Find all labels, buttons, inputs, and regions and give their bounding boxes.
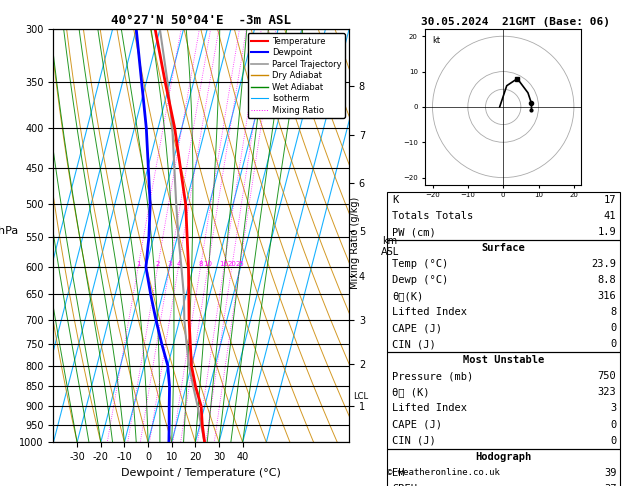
Text: 2: 2 xyxy=(155,261,160,267)
Text: Temp (°C): Temp (°C) xyxy=(392,259,448,269)
Text: Surface: Surface xyxy=(481,243,525,253)
Text: Hodograph: Hodograph xyxy=(475,451,532,462)
Text: 39: 39 xyxy=(604,468,616,478)
Text: 8: 8 xyxy=(198,261,203,267)
Text: 10: 10 xyxy=(203,261,213,267)
Text: 0: 0 xyxy=(610,323,616,333)
Text: 323: 323 xyxy=(598,387,616,398)
Text: 37: 37 xyxy=(604,484,616,486)
Text: 30.05.2024  21GMT (Base: 06): 30.05.2024 21GMT (Base: 06) xyxy=(421,17,610,27)
Text: 1.9: 1.9 xyxy=(598,227,616,237)
Y-axis label: km
ASL: km ASL xyxy=(381,236,399,257)
Text: 25: 25 xyxy=(235,261,244,267)
Text: 20: 20 xyxy=(228,261,237,267)
Text: LCL: LCL xyxy=(353,392,369,401)
Text: 750: 750 xyxy=(598,371,616,382)
Text: 8: 8 xyxy=(610,307,616,317)
Text: 17: 17 xyxy=(604,195,616,205)
Text: SREH: SREH xyxy=(392,484,417,486)
Y-axis label: hPa: hPa xyxy=(0,226,18,236)
Text: 0: 0 xyxy=(610,339,616,349)
Text: Pressure (mb): Pressure (mb) xyxy=(392,371,473,382)
Text: © weatheronline.co.uk: © weatheronline.co.uk xyxy=(387,468,499,477)
Text: 0: 0 xyxy=(610,419,616,430)
Text: 1: 1 xyxy=(136,261,140,267)
Text: K: K xyxy=(392,195,398,205)
Text: kt: kt xyxy=(433,36,441,45)
Text: CAPE (J): CAPE (J) xyxy=(392,419,442,430)
Text: 3: 3 xyxy=(610,403,616,414)
Title: 40°27'N 50°04'E  -3m ASL: 40°27'N 50°04'E -3m ASL xyxy=(111,14,291,27)
Text: 41: 41 xyxy=(604,211,616,221)
Text: 8.8: 8.8 xyxy=(598,275,616,285)
Text: Dewp (°C): Dewp (°C) xyxy=(392,275,448,285)
Text: 16: 16 xyxy=(220,261,228,267)
Text: Most Unstable: Most Unstable xyxy=(462,355,544,365)
Text: CAPE (J): CAPE (J) xyxy=(392,323,442,333)
X-axis label: Dewpoint / Temperature (°C): Dewpoint / Temperature (°C) xyxy=(121,468,281,478)
Text: Totals Totals: Totals Totals xyxy=(392,211,473,221)
Text: EH: EH xyxy=(392,468,404,478)
Text: 4: 4 xyxy=(176,261,181,267)
Text: 3: 3 xyxy=(167,261,172,267)
Text: 0: 0 xyxy=(610,435,616,446)
Text: CIN (J): CIN (J) xyxy=(392,339,436,349)
Text: Lifted Index: Lifted Index xyxy=(392,403,467,414)
Text: Mixing Ratio (g/kg): Mixing Ratio (g/kg) xyxy=(350,197,360,289)
Text: PW (cm): PW (cm) xyxy=(392,227,436,237)
Legend: Temperature, Dewpoint, Parcel Trajectory, Dry Adiabat, Wet Adiabat, Isotherm, Mi: Temperature, Dewpoint, Parcel Trajectory… xyxy=(248,34,345,118)
Text: Lifted Index: Lifted Index xyxy=(392,307,467,317)
Text: 23.9: 23.9 xyxy=(591,259,616,269)
Text: θᴇ (K): θᴇ (K) xyxy=(392,387,430,398)
Text: 316: 316 xyxy=(598,291,616,301)
Text: CIN (J): CIN (J) xyxy=(392,435,436,446)
Text: θᴇ(K): θᴇ(K) xyxy=(392,291,423,301)
